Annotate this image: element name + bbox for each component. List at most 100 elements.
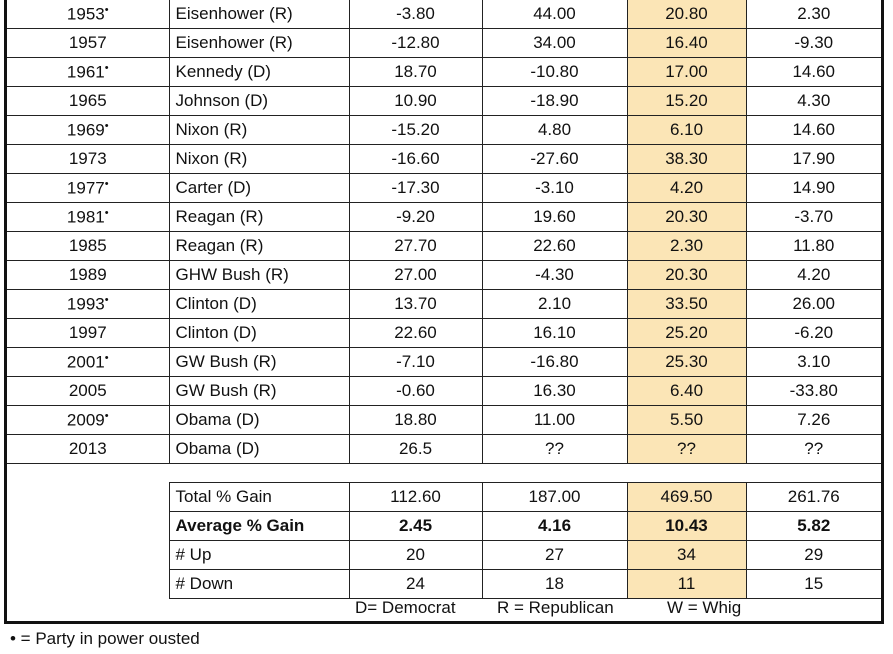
- president-cell: Johnson (D): [168, 86, 350, 116]
- value-cell: -12.80: [348, 28, 483, 58]
- highlighted-value-cell: 6.10: [626, 115, 747, 145]
- president-cell: Kennedy (D): [168, 57, 350, 87]
- year-cell: 1977•: [7, 173, 170, 203]
- value-cell: 14.90: [745, 173, 881, 203]
- table-row: 1977• Carter (D) -17.30 -3.10 4.20 14.90: [7, 173, 881, 203]
- year-cell: 2009•: [7, 405, 170, 435]
- value-cell: 22.60: [348, 318, 483, 348]
- highlighted-value-cell: 25.30: [626, 347, 747, 377]
- table-row: 1997 Clinton (D) 22.60 16.10 25.20 -6.20: [7, 318, 881, 348]
- highlighted-value-cell: 38.30: [626, 144, 747, 174]
- table-row: 1957 Eisenhower (R) -12.80 34.00 16.40 -9.30: [7, 28, 881, 58]
- value-cell: 27.70: [348, 231, 483, 261]
- highlighted-value-cell: 20.30: [626, 202, 747, 232]
- value-cell: -10.80: [481, 57, 628, 87]
- year-label: 1977: [66, 178, 105, 198]
- highlighted-value-cell: 15.20: [626, 86, 747, 116]
- blank-cell: [7, 512, 169, 541]
- summary-label: # Up: [168, 540, 350, 570]
- highlighted-summary-value: 11: [626, 569, 747, 599]
- president-cell: Reagan (R): [168, 231, 350, 261]
- year-cell: 1953•: [7, 0, 170, 29]
- summary-value: 112.60: [348, 482, 483, 512]
- value-cell: -3.10: [481, 173, 628, 203]
- table-row: 2001• GW Bush (R) -7.10 -16.80 25.30 3.10: [7, 347, 881, 377]
- value-cell: -7.10: [348, 347, 483, 377]
- table-row: 1965 Johnson (D) 10.90 -18.90 15.20 4.30: [7, 86, 881, 116]
- summary-value: 15: [745, 569, 881, 599]
- president-cell: GW Bush (R): [168, 376, 350, 406]
- year-label: 1985: [68, 236, 107, 255]
- value-cell: -17.30: [348, 173, 483, 203]
- value-cell: -9.20: [348, 202, 483, 232]
- value-cell: 2.30: [745, 0, 881, 29]
- value-cell: 17.90: [745, 144, 881, 174]
- blank-cell: [7, 483, 169, 512]
- value-cell: 14.60: [745, 115, 881, 145]
- highlighted-value-cell: 20.30: [626, 260, 747, 290]
- summary-value: 261.76: [745, 482, 881, 512]
- table-row: 1985 Reagan (R) 27.70 22.60 2.30 11.80: [7, 231, 881, 261]
- highlighted-summary-value: 469.50: [626, 482, 747, 512]
- election-years-table: 1953• Eisenhower (R) -3.80 44.00 20.80 2.30 19…: [7, 0, 881, 464]
- party-legend: D= Democrat R = Republican W = Whig: [7, 598, 881, 622]
- value-cell: -3.70: [745, 202, 881, 232]
- year-label: 1989: [68, 265, 107, 284]
- year-label: 2009: [66, 410, 105, 430]
- summary-value: 29: [745, 540, 881, 570]
- value-cell: 26.00: [745, 289, 881, 319]
- summary-value: 187.00: [481, 482, 628, 512]
- president-cell: Nixon (R): [168, 144, 350, 174]
- value-cell: -18.90: [481, 86, 628, 116]
- summary-row: Average % Gain 2.45 4.16 10.43 5.82: [7, 511, 881, 541]
- ousted-marker: •: [104, 3, 109, 16]
- highlighted-summary-value: 10.43: [626, 511, 747, 541]
- summary-row: # Down 24 18 11 15: [7, 569, 881, 599]
- summary-value: 20: [348, 540, 483, 570]
- highlighted-value-cell: 17.00: [626, 57, 747, 87]
- president-cell: Reagan (R): [168, 202, 350, 232]
- table-row: 1961• Kennedy (D) 18.70 -10.80 17.00 14.60: [7, 57, 881, 87]
- summary-value: 18: [481, 569, 628, 599]
- value-cell: 26.5: [348, 434, 483, 464]
- value-cell: 16.30: [481, 376, 628, 406]
- highlighted-value-cell: 5.50: [626, 405, 747, 435]
- value-cell: 7.26: [745, 405, 881, 435]
- table-row: 1981• Reagan (R) -9.20 19.60 20.30 -3.70: [7, 202, 881, 232]
- value-cell: -4.30: [481, 260, 628, 290]
- highlighted-summary-value: 34: [626, 540, 747, 570]
- year-cell: 2001•: [7, 347, 170, 377]
- table-row: 1993• Clinton (D) 13.70 2.10 33.50 26.00: [7, 289, 881, 319]
- year-cell: 1985: [7, 231, 170, 261]
- value-cell: 19.60: [481, 202, 628, 232]
- value-cell: 27.00: [348, 260, 483, 290]
- year-cell: 1993•: [7, 289, 170, 319]
- highlighted-value-cell: 20.80: [626, 0, 747, 29]
- year-label: 1953: [66, 4, 105, 24]
- value-cell: 4.20: [745, 260, 881, 290]
- value-cell: 2.10: [481, 289, 628, 319]
- value-cell: 18.80: [348, 405, 483, 435]
- summary-row: # Up 20 27 34 29: [7, 540, 881, 570]
- year-cell: 1969•: [7, 115, 170, 145]
- highlighted-value-cell: 25.20: [626, 318, 747, 348]
- value-cell: 44.00: [481, 0, 628, 29]
- year-cell: 1981•: [7, 202, 170, 232]
- year-cell: 1965: [7, 86, 170, 116]
- summary-value: 2.45: [348, 511, 483, 541]
- table-row: 1989 GHW Bush (R) 27.00 -4.30 20.30 4.20: [7, 260, 881, 290]
- president-cell: Obama (D): [168, 405, 350, 435]
- president-cell: Eisenhower (R): [168, 0, 350, 29]
- year-cell: 2005: [7, 376, 170, 406]
- table-row: 2005 GW Bush (R) -0.60 16.30 6.40 -33.80: [7, 376, 881, 406]
- table-row: 1969• Nixon (R) -15.20 4.80 6.10 14.60: [7, 115, 881, 145]
- blank-cell: [7, 541, 169, 570]
- year-cell: 1997: [7, 318, 170, 348]
- year-cell: 1989: [7, 260, 170, 290]
- year-label: 1961: [66, 62, 105, 82]
- value-cell: 3.10: [745, 347, 881, 377]
- table-row: 2013 Obama (D) 26.5??????: [7, 434, 881, 464]
- summary-value: 27: [481, 540, 628, 570]
- value-cell: 16.10: [481, 318, 628, 348]
- ousted-marker: •: [104, 293, 109, 306]
